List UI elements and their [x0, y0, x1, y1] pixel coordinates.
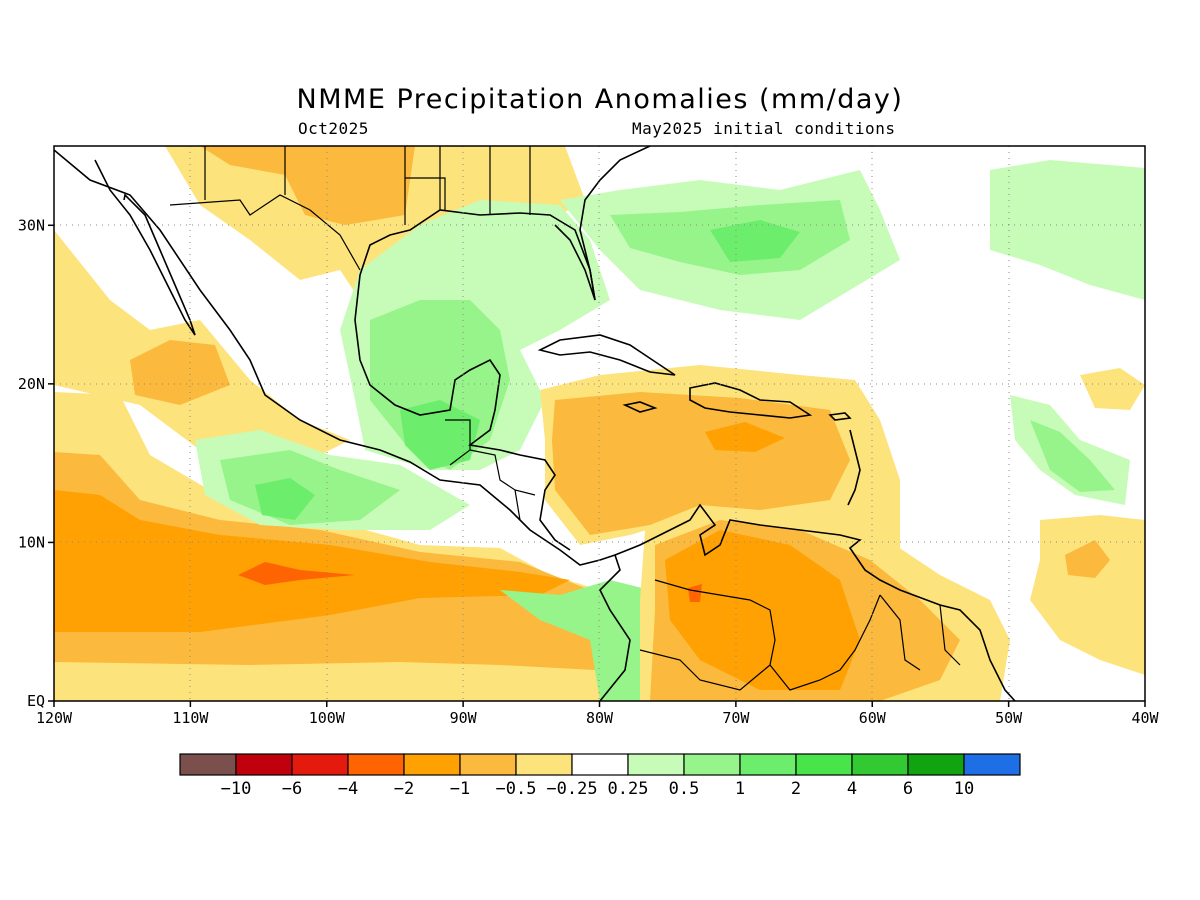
- initial-conditions-label: May2025 initial conditions: [632, 119, 896, 138]
- colorbar-swatch: [515, 753, 573, 776]
- coast-mexico-pacific: [54, 149, 631, 701]
- region-atlantic-ne-light: [990, 160, 1145, 300]
- valid-month-label: Oct2025: [298, 119, 369, 138]
- colorbar-label: 2: [791, 779, 801, 799]
- colorbar-label: −1: [450, 779, 470, 799]
- colorbar-label: −0.5: [496, 779, 537, 799]
- border-us-mexico: [169, 194, 361, 271]
- coast-gulf-of-mexico: [354, 209, 596, 551]
- colorbar-swatch: [851, 753, 909, 776]
- coast-baja-california: [94, 159, 196, 336]
- colorbar-label: −10: [221, 779, 252, 799]
- anomaly-field: [54, 146, 1145, 701]
- coast-hispaniola: [689, 382, 813, 419]
- border-central-america: [445, 419, 536, 521]
- colorbar-label: −6: [282, 779, 302, 799]
- region-north-mexico-light: [165, 146, 585, 300]
- colorbar-label: 6: [903, 779, 913, 799]
- region-colombia-surplus: [500, 580, 660, 701]
- colorbar-label: −0.25: [546, 779, 597, 799]
- colorbar-label: 0.25: [608, 779, 649, 799]
- border-colombia-south: [639, 649, 771, 691]
- y-tick-label: 10N: [18, 533, 45, 551]
- x-tick-label: 40W: [1131, 709, 1159, 727]
- colorbar-label: 4: [847, 779, 857, 799]
- coast-lesser-antilles: [847, 429, 861, 506]
- border-us-states: [204, 146, 531, 225]
- x-axis: 120W 110W 100W 90W 80W 70W 60W 50W 40W: [36, 701, 1160, 727]
- coast-puerto-rico: [828, 412, 852, 421]
- colorbar-swatch: [347, 753, 405, 776]
- region-venezuela-orange: [665, 530, 860, 690]
- colorbar-label: 0.5: [669, 779, 700, 799]
- chart-title: NMME Precipitation Anomalies (mm/day): [296, 84, 904, 115]
- border-guianas: [879, 594, 961, 671]
- colorbar-swatch: [459, 753, 517, 776]
- region-atlantic-east-mid: [1030, 420, 1115, 492]
- colorbar-swatch: [291, 753, 349, 776]
- coastlines: [54, 146, 1016, 701]
- borders: [169, 146, 961, 691]
- colorbar-swatch: [907, 753, 965, 776]
- colorbar-label: −2: [394, 779, 414, 799]
- y-tick-label: 30N: [18, 216, 45, 234]
- region-atlantic-south-mid: [1065, 540, 1110, 578]
- region-mexico-pacific-mid: [130, 340, 230, 405]
- colorbar-swatch: [403, 753, 461, 776]
- colorbar-swatch: [179, 753, 237, 776]
- coast-jamaica: [622, 401, 658, 413]
- x-tick-label: 50W: [995, 709, 1023, 727]
- region-atlantic-subtrop-light: [1080, 368, 1145, 410]
- colorbar-label: 1: [735, 779, 745, 799]
- region-caribbean-orange: [705, 422, 785, 452]
- x-tick-label: 80W: [586, 709, 614, 727]
- colorbar-swatch: [571, 753, 629, 776]
- region-central-america-green: [400, 400, 480, 470]
- colorbar-swatch: [627, 753, 685, 776]
- region-atlantic-west-green: [710, 220, 800, 262]
- colorbar: −10 −6 −4 −2 −1 −0.5 −0.25 0.25 0.5 1 2 4 6 10: [179, 753, 1021, 799]
- colorbar-swatch: [795, 753, 853, 776]
- region-pacific-surplus-green: [255, 478, 315, 520]
- colorbar-swatch: [739, 753, 797, 776]
- x-tick-label: 90W: [450, 709, 478, 727]
- region-pacific-dark: [238, 562, 355, 585]
- x-tick-label: 120W: [36, 709, 73, 727]
- coast-us-east: [579, 146, 651, 301]
- y-tick-label: 20N: [18, 375, 45, 393]
- x-tick-label: 110W: [172, 709, 209, 727]
- colorbar-label: −4: [338, 779, 358, 799]
- region-north-mexico-mid: [200, 146, 415, 225]
- colorbar-swatch: [683, 753, 741, 776]
- y-tick-label: EQ: [27, 692, 45, 710]
- region-caribbean-mid: [552, 392, 850, 535]
- colorbar-swatch: [963, 753, 1021, 776]
- region-atlantic-south-light: [1030, 515, 1145, 675]
- colorbar-swatch: [235, 753, 293, 776]
- coast-cuba: [537, 334, 676, 376]
- region-pacific-orange: [54, 490, 570, 632]
- y-axis: EQ 10N 20N 30N: [18, 216, 54, 710]
- coast-south-america: [614, 503, 1016, 701]
- region-colombia-dark: [688, 584, 702, 602]
- grid: [54, 146, 1145, 701]
- x-tick-label: 60W: [859, 709, 887, 727]
- x-tick-label: 70W: [722, 709, 750, 727]
- x-tick-label: 100W: [309, 709, 346, 727]
- colorbar-label: 10: [954, 779, 974, 799]
